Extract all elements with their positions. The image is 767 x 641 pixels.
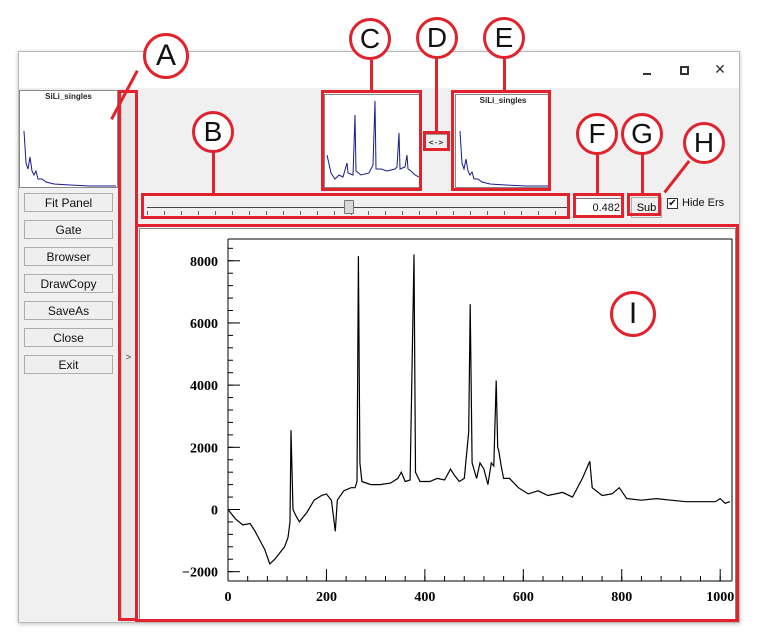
spectrum-chart: −2000 0 2000 4000 6000 8000 0 200 400 600 800 1000 bbox=[182, 238, 734, 605]
x-tick-label: 1000 bbox=[706, 590, 734, 605]
y-tick-label: 4000 bbox=[190, 379, 218, 394]
annotation-label-i: I bbox=[610, 291, 656, 337]
annotation-box-g bbox=[627, 193, 661, 216]
y-tick-label: 2000 bbox=[190, 441, 218, 456]
hide-errors-checkbox[interactable]: ✔ bbox=[667, 197, 678, 209]
annotation-label-c: C bbox=[349, 18, 391, 60]
y-tick-label: −2000 bbox=[182, 566, 218, 581]
application-window: ✕ SiLi_singles Fit Panel Gate Browser Dr… bbox=[18, 51, 740, 623]
center-spectrum-thumbnail[interactable] bbox=[324, 94, 420, 188]
drawcopy-button[interactable]: DrawCopy bbox=[24, 274, 113, 293]
annotation-box-f bbox=[573, 193, 624, 218]
fit-panel-button[interactable]: Fit Panel bbox=[24, 193, 113, 212]
annotation-connector-c bbox=[370, 60, 373, 91]
thumbnail-spectrum-plot bbox=[459, 130, 550, 187]
annotation-label-d: D bbox=[416, 17, 458, 59]
close-button[interactable]: Close bbox=[24, 328, 113, 347]
hide-errors-checkbox-group[interactable]: ✔ Hide Ers bbox=[667, 195, 724, 211]
slider-ticks bbox=[147, 211, 567, 215]
x-tick-label: 200 bbox=[316, 590, 337, 605]
annotation-connector-d bbox=[435, 58, 438, 132]
y-tick-label: 0 bbox=[211, 503, 218, 518]
annotation-connector-g bbox=[641, 154, 644, 194]
maximize-icon bbox=[679, 65, 689, 75]
x-tick-label: 800 bbox=[611, 590, 632, 605]
annotation-box-e bbox=[451, 90, 551, 191]
annotation-connector-b bbox=[212, 150, 215, 194]
annotation-label-e: E bbox=[483, 17, 525, 59]
left-spectrum-thumbnail[interactable]: SiLi_singles bbox=[19, 90, 118, 188]
chevron-right-icon: > bbox=[125, 352, 132, 362]
slider-track bbox=[147, 207, 567, 208]
scale-value-field[interactable]: 0.482 bbox=[575, 198, 624, 218]
slider-handle[interactable] bbox=[343, 200, 354, 214]
annotation-label-g: G bbox=[621, 113, 663, 155]
thumbnail-title: SiLi_singles bbox=[479, 96, 527, 105]
annotation-label-b: B bbox=[192, 111, 234, 153]
minimize-icon bbox=[643, 73, 651, 75]
annotation-box-d bbox=[423, 131, 450, 151]
title-bar: ✕ bbox=[19, 52, 739, 88]
minimize-button[interactable] bbox=[637, 60, 657, 80]
sub-button[interactable]: Sub bbox=[631, 197, 662, 218]
close-icon: ✕ bbox=[714, 62, 726, 78]
close-window-button[interactable]: ✕ bbox=[710, 60, 730, 80]
browser-button[interactable]: Browser bbox=[24, 247, 113, 266]
thumbnail-title: SiLi_singles bbox=[45, 92, 92, 101]
annotation-box-c bbox=[321, 90, 422, 191]
exit-button[interactable]: Exit bbox=[24, 355, 113, 374]
maximize-button[interactable] bbox=[674, 60, 694, 80]
annotation-connector-e bbox=[503, 58, 506, 91]
x-tick-label: 400 bbox=[414, 590, 435, 605]
y-tick-label: 8000 bbox=[190, 255, 218, 270]
annotation-label-a: A bbox=[143, 33, 189, 79]
hide-errors-label: Hide Ers bbox=[682, 197, 725, 209]
annotation-box-b bbox=[141, 193, 570, 219]
left-button-panel: Fit Panel Gate Browser DrawCopy SaveAs C… bbox=[19, 88, 119, 624]
x-tick-label: 600 bbox=[513, 590, 534, 605]
right-spectrum-thumbnail[interactable]: SiLi_singles bbox=[455, 94, 551, 188]
x-tick-label: 0 bbox=[225, 590, 232, 605]
saveas-button[interactable]: SaveAs bbox=[24, 301, 113, 320]
annotation-box-i bbox=[135, 224, 739, 622]
y-tick-label: 6000 bbox=[190, 317, 218, 332]
annotation-connector-f bbox=[596, 154, 599, 194]
thumbnail-peaks-plot bbox=[326, 100, 419, 180]
gate-button[interactable]: Gate bbox=[24, 220, 113, 239]
annotation-label-f: F bbox=[576, 113, 618, 155]
spectrum-series-line bbox=[227, 254, 731, 565]
scale-slider[interactable] bbox=[143, 197, 571, 219]
thumbnail-spectrum-plot bbox=[23, 130, 116, 187]
annotation-label-h: H bbox=[683, 122, 725, 164]
